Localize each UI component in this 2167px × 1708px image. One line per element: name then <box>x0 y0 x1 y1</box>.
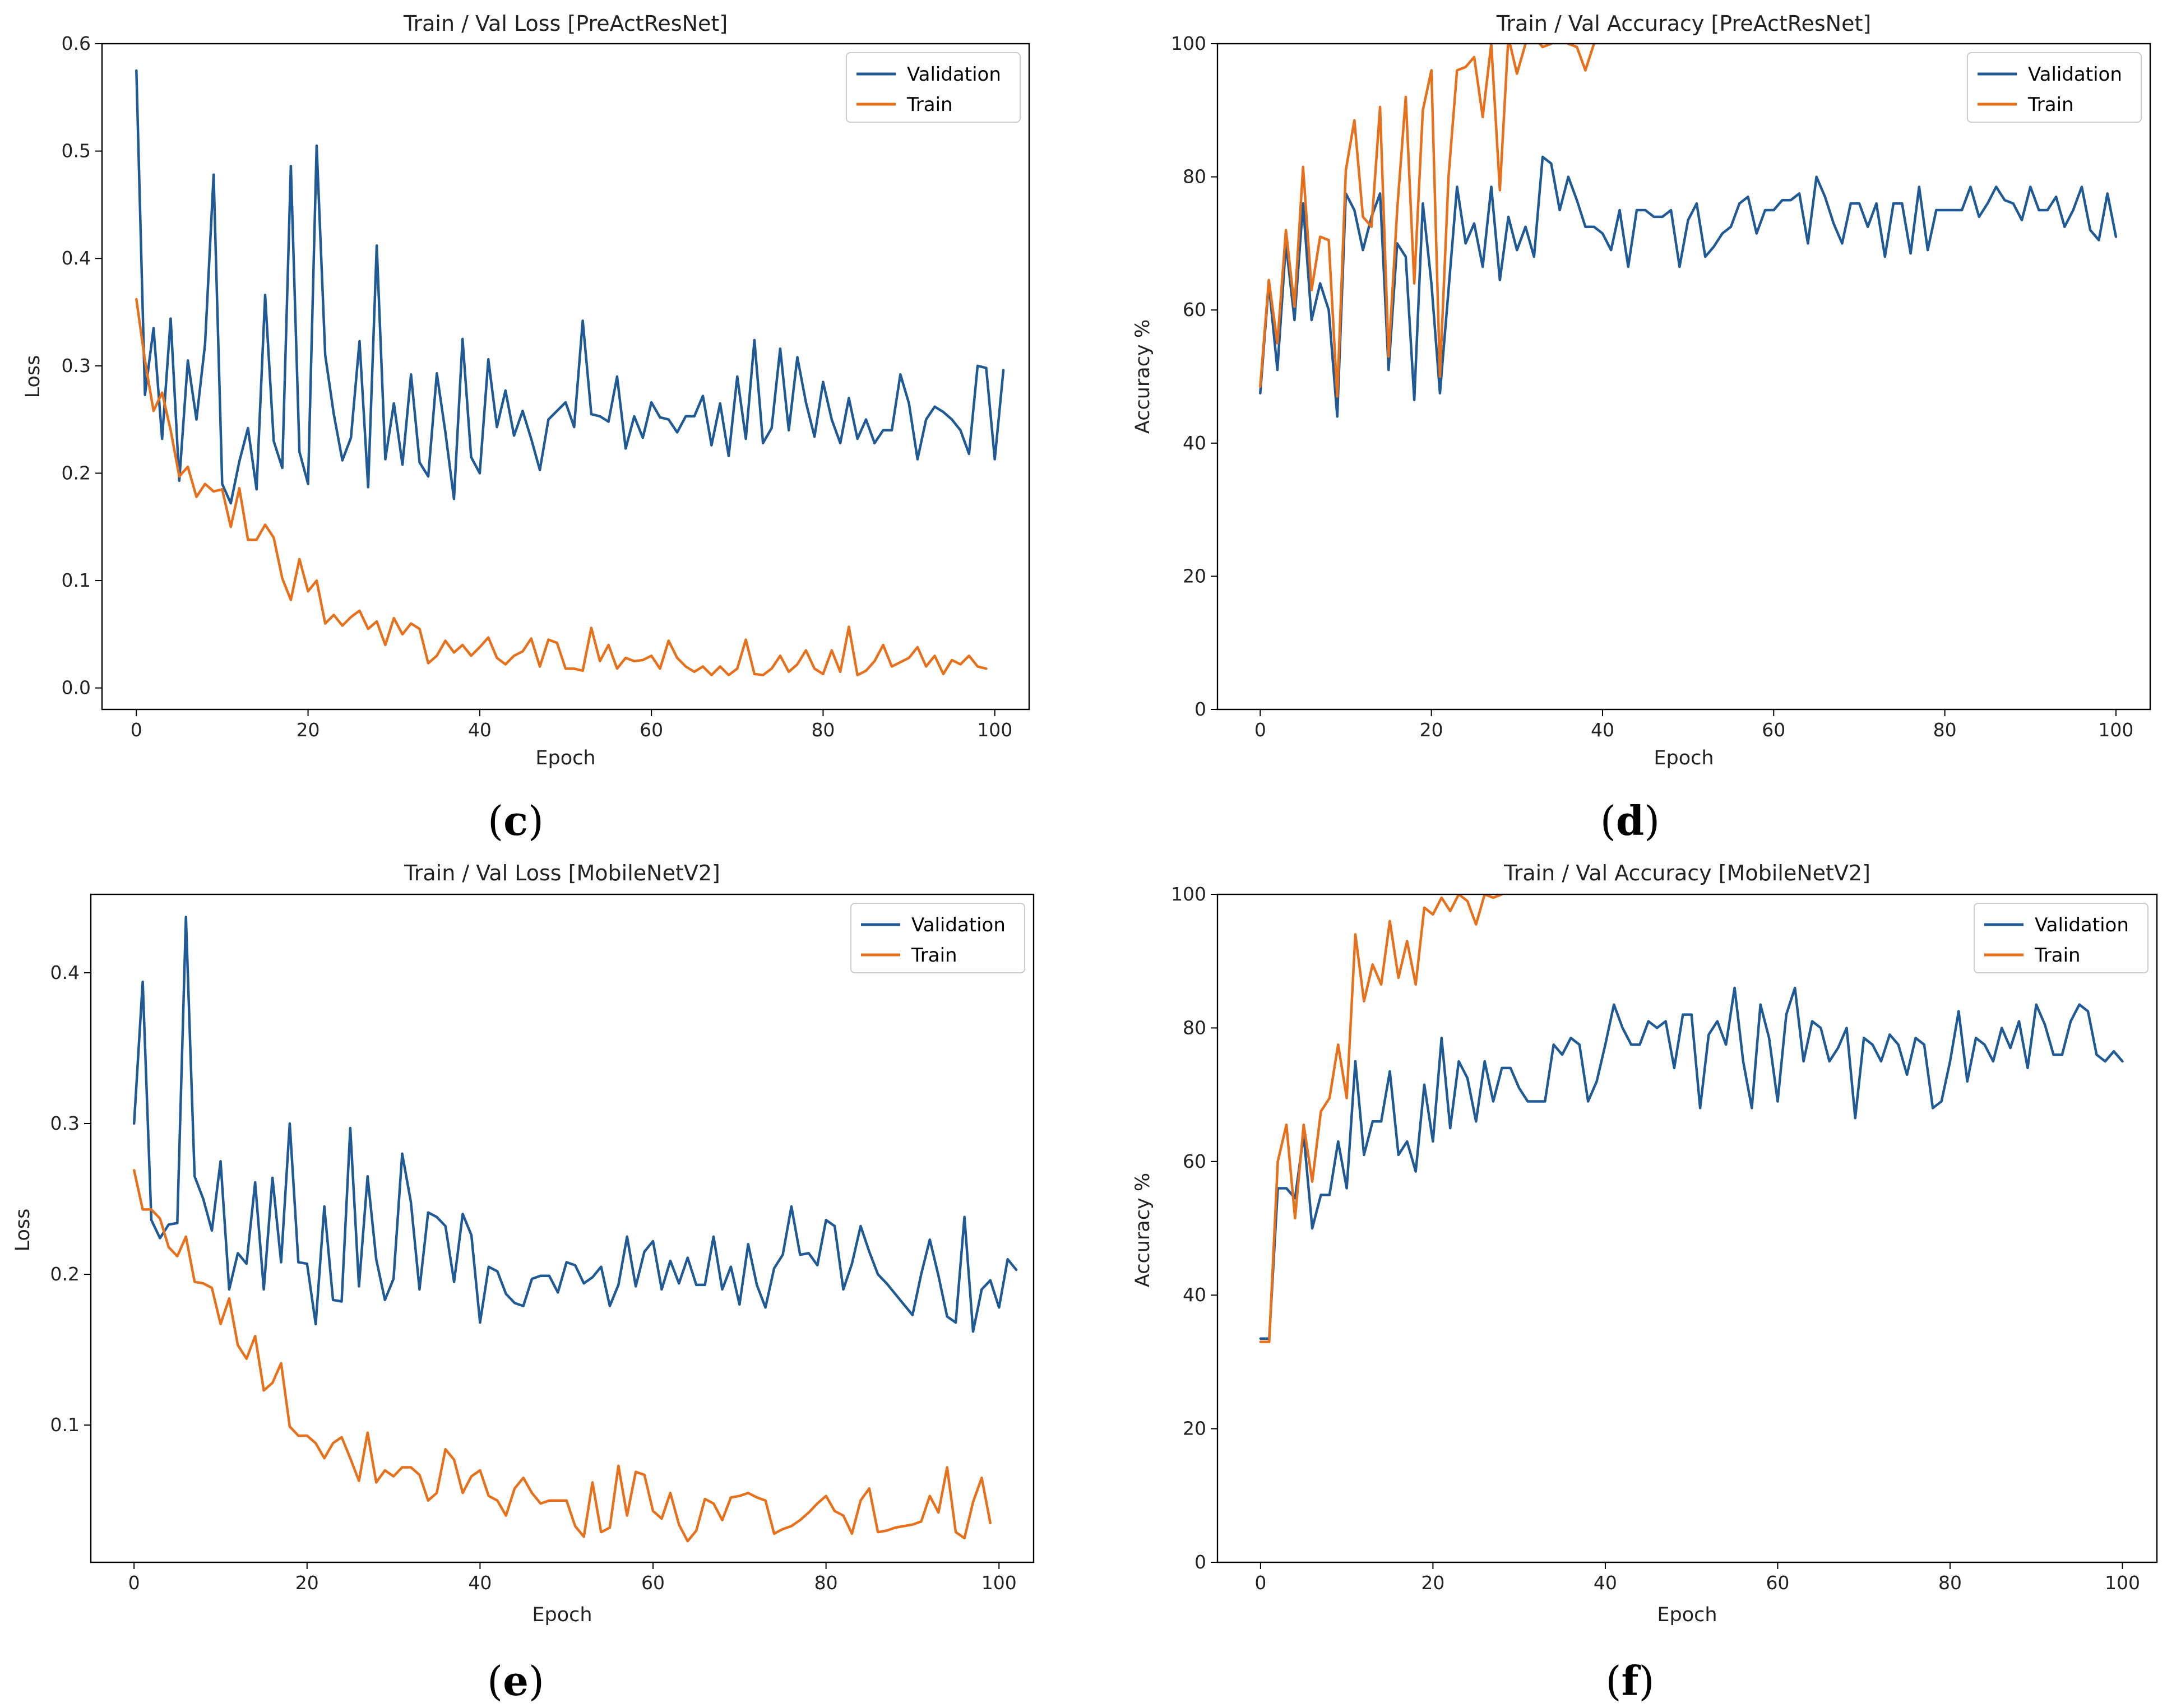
x-axis-label: Epoch <box>532 1604 592 1626</box>
legend: Validation Train <box>846 52 1021 123</box>
y-tick-label: 0.2 <box>62 462 91 484</box>
axes-frame <box>90 893 1035 1563</box>
x-tick-label: 100 <box>2105 1572 2140 1594</box>
caption-e: (e) <box>487 1657 544 1705</box>
x-axis-label: Epoch <box>1654 747 1714 769</box>
x-tick-label: 60 <box>640 719 663 741</box>
y-tick-label: 20 <box>1183 1418 1206 1440</box>
legend-label-train: Train <box>906 94 953 116</box>
y-axis-label: Accuracy % <box>1132 1173 1154 1287</box>
y-tick-label: 60 <box>1183 1150 1206 1172</box>
x-tick-label: 20 <box>295 1572 319 1594</box>
y-axis-label: Accuracy % <box>1132 319 1154 434</box>
x-tick-label: 40 <box>468 1572 492 1594</box>
caption-d: (d) <box>1600 797 1660 844</box>
panel-c-loss-preactresnet: Train / Val Loss [PreActResNet] Loss Epo… <box>22 11 1030 769</box>
y-tick-label: 60 <box>1183 299 1206 321</box>
series-line-validation <box>135 69 1005 505</box>
plot-area <box>1259 44 2118 418</box>
x-tick-label: 0 <box>131 719 142 741</box>
x-tick-label: 60 <box>1766 1572 1789 1594</box>
y-tick-label: 0.0 <box>62 677 91 699</box>
y-tick-label: 0.4 <box>62 247 91 269</box>
x-tick-label: 100 <box>977 719 1012 741</box>
y-tick-label: 100 <box>1171 33 1206 54</box>
legend-label-train: Train <box>2034 944 2081 967</box>
chart-title: Train / Val Loss [MobileNetV2] <box>404 861 720 885</box>
caption-c: (c) <box>488 797 544 844</box>
x-tick-label: 40 <box>1591 719 1614 741</box>
x-tick-label: 80 <box>811 719 835 741</box>
x-tick-label: 60 <box>641 1572 665 1594</box>
axes-frame <box>1216 893 2158 1563</box>
series-line-train <box>1259 894 1503 1343</box>
axes-frame <box>101 43 1030 711</box>
x-tick-label: 0 <box>128 1572 140 1594</box>
x-tick-label: 100 <box>2098 719 2133 741</box>
y-tick-label: 0.5 <box>62 140 91 162</box>
series-line-validation <box>132 916 1018 1333</box>
series-line-train <box>132 1169 992 1543</box>
y-tick-label: 20 <box>1183 565 1206 587</box>
legend-label-validation: Validation <box>911 914 1006 936</box>
y-axis-label: Loss <box>22 355 44 398</box>
y-tick-label: 40 <box>1183 432 1206 454</box>
plot-area <box>132 916 1018 1543</box>
x-tick-label: 0 <box>1254 719 1266 741</box>
chart-title: Train / Val Loss [PreActResNet] <box>403 11 728 36</box>
legend-label-validation: Validation <box>2028 63 2122 86</box>
series-line-train <box>135 298 988 676</box>
x-tick-label: 100 <box>981 1572 1017 1594</box>
legend: Validation Train <box>850 903 1025 973</box>
x-tick-label: 0 <box>1254 1572 1266 1594</box>
y-tick-label: 0.3 <box>62 355 91 377</box>
y-tick-label: 0.1 <box>62 569 91 591</box>
x-tick-label: 40 <box>468 719 492 741</box>
y-tick-label: 80 <box>1183 1017 1206 1038</box>
chart-title: Train / Val Accuracy [MobileNetV2] <box>1503 861 1870 885</box>
legend-label-train: Train <box>2027 94 2074 116</box>
y-tick-label: 0.2 <box>50 1263 80 1285</box>
series-line-validation <box>1259 155 2118 418</box>
x-tick-label: 40 <box>1594 1572 1617 1594</box>
y-tick-label: 0.1 <box>50 1414 80 1436</box>
y-axis-label: Loss <box>12 1209 34 1252</box>
series-line-train <box>1259 44 1595 398</box>
panel-f-accuracy-mobilenetv2: Train / Val Accuracy [MobileNetV2] Accur… <box>1132 861 2158 1626</box>
legend-label-train: Train <box>911 944 957 967</box>
panel-e-loss-mobilenetv2: Train / Val Loss [MobileNetV2] Loss Epoc… <box>12 861 1035 1626</box>
x-tick-label: 80 <box>1933 719 1957 741</box>
chart-title: Train / Val Accuracy [PreActResNet] <box>1496 11 1871 36</box>
plot-area <box>1259 894 2124 1343</box>
legend-label-validation: Validation <box>907 63 1001 86</box>
legend: Validation Train <box>1967 52 2142 123</box>
y-tick-label: 0.6 <box>62 33 91 54</box>
y-tick-label: 0.4 <box>50 962 80 983</box>
x-tick-label: 80 <box>814 1572 838 1594</box>
y-tick-label: 80 <box>1183 166 1206 188</box>
x-tick-label: 20 <box>297 719 320 741</box>
x-axis-label: Epoch <box>535 747 595 769</box>
axes-frame <box>1216 43 2151 711</box>
y-tick-label: 0 <box>1194 1551 1206 1573</box>
y-tick-label: 0 <box>1194 698 1206 720</box>
caption-f: (f) <box>1605 1657 1654 1705</box>
y-tick-label: 100 <box>1171 883 1206 905</box>
series-line-validation <box>1259 986 2124 1340</box>
plot-area <box>135 69 1005 676</box>
x-tick-label: 20 <box>1421 1572 1444 1594</box>
legend: Validation Train <box>1974 903 2149 973</box>
x-axis-label: Epoch <box>1657 1604 1717 1626</box>
y-tick-label: 0.3 <box>50 1112 80 1134</box>
x-tick-label: 80 <box>1938 1572 1962 1594</box>
x-tick-label: 20 <box>1420 719 1443 741</box>
panel-d-accuracy-preactresnet: Train / Val Accuracy [PreActResNet] Accu… <box>1132 11 2151 769</box>
x-tick-label: 60 <box>1762 719 1785 741</box>
legend-label-validation: Validation <box>2035 914 2129 936</box>
y-tick-label: 40 <box>1183 1284 1206 1306</box>
